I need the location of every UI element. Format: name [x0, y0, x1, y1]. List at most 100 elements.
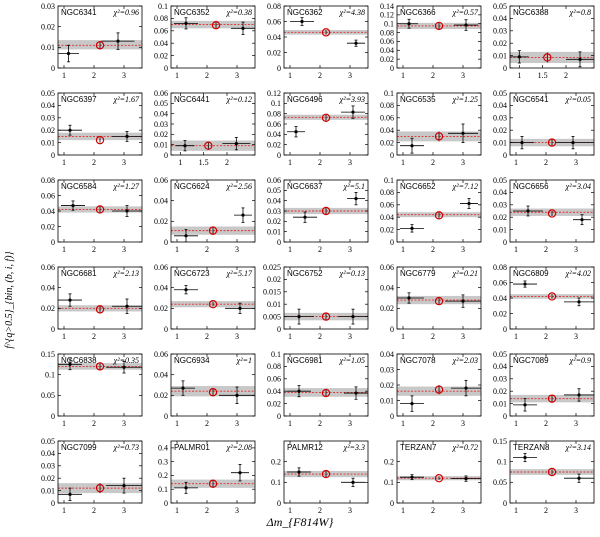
x-tick-label: 3	[348, 158, 352, 167]
y-tick-label: 0.05	[493, 2, 507, 11]
panel-frame	[170, 5, 256, 69]
panel-frame	[396, 92, 482, 156]
panel-plot-area	[171, 207, 255, 242]
x-tick-label: 2	[544, 245, 548, 254]
x-tick-label: 3	[122, 506, 126, 515]
x-tick-label: 2	[92, 158, 96, 167]
x-tick-label: 1	[62, 506, 66, 515]
x-tick-label: 1	[401, 71, 405, 80]
y-tick-label: 0.05	[154, 99, 168, 108]
total-point	[547, 292, 557, 301]
x-tick-label: 3	[348, 332, 352, 341]
y-tick-label: 0.02	[493, 213, 507, 222]
panel-ngc6366: 00.020.040.060.080.10.120.14 1 2 3 NGC6366 χ²…	[380, 2, 482, 80]
chi2-label: χ²=1.05	[339, 356, 365, 365]
y-tick-label: 0	[390, 151, 394, 160]
y-tick-label: 0.04	[380, 46, 394, 55]
x-tick-label: 3	[235, 245, 239, 254]
bin-point	[116, 39, 120, 43]
panel-ngc6981: 0 0.02 0.04 0.06 0.08 0.1 1 2 3 NGC6981 χ²=1.05	[267, 350, 369, 428]
bin-point	[300, 19, 304, 24]
x-tick-label: 2	[564, 71, 568, 80]
panel-terzan7: 0 0.1 0.2 1 2 3 TERZAN7 χ²=0.72	[384, 440, 482, 515]
x-tick-label: 1	[401, 245, 405, 254]
y-tick-label: 0.06	[154, 350, 168, 359]
y-tick-label: 0.2	[158, 471, 168, 480]
y-tick-label: 0.08	[380, 28, 394, 37]
panel-ngc6752: 0 0.005 0.01 0.015 0.02 0.025 1 2 3 NGC6752 χ²=0.1…	[263, 263, 369, 341]
bin-point	[410, 144, 414, 148]
panel-title: NGC7099	[61, 443, 97, 452]
bin-point	[68, 298, 72, 302]
chi2-label: χ²=1.67	[113, 95, 140, 104]
x-tick-label: 1.5	[538, 71, 548, 80]
x-tick-label: 3	[574, 506, 578, 515]
x-tick-label: 3	[235, 332, 239, 341]
y-tick-label: 0	[503, 499, 507, 508]
bin-point	[241, 213, 245, 217]
panel-title: TERZAN8	[513, 443, 550, 452]
x-tick-label: 1	[514, 245, 518, 254]
total-point	[208, 388, 218, 397]
x-tick-label: 3	[122, 332, 126, 341]
bin-point	[297, 389, 301, 393]
bin-point	[410, 226, 414, 230]
chi2-label: χ²=5.1	[343, 182, 365, 191]
total-point	[543, 53, 552, 62]
y-tick-label: 0.01	[41, 138, 55, 147]
y-tick-label: 0.02	[493, 126, 507, 135]
y-tick-label: 0	[277, 412, 281, 421]
y-tick-label: 0	[390, 499, 394, 508]
y-tick-label: 0	[503, 64, 507, 73]
total-point	[547, 467, 557, 477]
x-tick-label: 1	[62, 245, 66, 254]
bin-point	[71, 203, 75, 208]
x-tick-label: 2	[318, 158, 322, 167]
bin-point	[351, 315, 355, 319]
y-tick-label: 0.06	[493, 278, 507, 287]
total-point	[321, 312, 331, 321]
total-point	[434, 474, 444, 483]
bin-point	[351, 480, 355, 484]
y-tick-label: 0.01	[380, 396, 394, 405]
x-tick-label: 2	[318, 506, 322, 515]
panel-plot-area	[171, 137, 255, 152]
y-tick-label: 0.12	[380, 11, 394, 20]
panel-plot-area	[58, 200, 142, 217]
y-tick-label: 0	[390, 412, 394, 421]
x-tick-label: 2	[431, 245, 435, 254]
panel-plot-area	[58, 477, 142, 501]
y-tick-label: 0.02	[267, 217, 281, 226]
y-tick-label: 0.1	[158, 2, 168, 11]
bin-point	[184, 486, 188, 490]
panel-title: PALMR12	[287, 443, 323, 452]
y-axis-label: f^{q>0.5}_{bin, (b, i, f)}	[4, 251, 15, 348]
y-tick-label: 0	[277, 499, 281, 508]
y-tick-label: 0	[164, 325, 168, 334]
y-tick-label: 0.06	[380, 263, 394, 272]
panel-plot-area	[510, 205, 594, 226]
panel-ngc6352: 0 0.02 0.04 0.06 0.08 0.1 1 2 3 NGC6352 χ²=0.38	[154, 2, 256, 80]
chi2-label: χ²=4.02	[565, 269, 591, 278]
y-tick-label: 0.04	[380, 283, 394, 292]
panel-title: NGC6838	[61, 356, 97, 365]
y-tick-label: 0.04	[41, 449, 55, 458]
bin-point	[241, 26, 245, 30]
y-tick-label: 0.15	[41, 350, 55, 359]
y-tick-label: 0.02	[154, 391, 168, 400]
x-tick-label: 1	[175, 419, 179, 428]
y-tick-label: 0.04	[267, 196, 281, 205]
panel-ngc6656: 0 0.01 0.02 0.03 0.04 0.05 1 2 3 NGC6656 χ²=3.04	[493, 176, 595, 254]
y-tick-label: 0	[390, 325, 394, 334]
y-tick-label: 0	[164, 151, 168, 160]
x-tick-label: 1	[175, 332, 179, 341]
y-tick-label: 0.04	[267, 387, 281, 396]
x-tick-label: 2	[318, 245, 322, 254]
bin-point	[464, 23, 468, 27]
panel-plot-area	[510, 280, 594, 307]
panel-ngc6637: 0 0.010.020.03 0.040.050.06 1 2 3 NGC6637 χ²=5.…	[267, 176, 369, 254]
bin-point	[351, 110, 355, 114]
panel-ngc6397: 0 0.01 0.02 0.03 0.04 0.05 1 2 3 NGC6397 χ²=1.67	[41, 89, 143, 167]
y-tick-label: 0.04	[154, 109, 168, 118]
